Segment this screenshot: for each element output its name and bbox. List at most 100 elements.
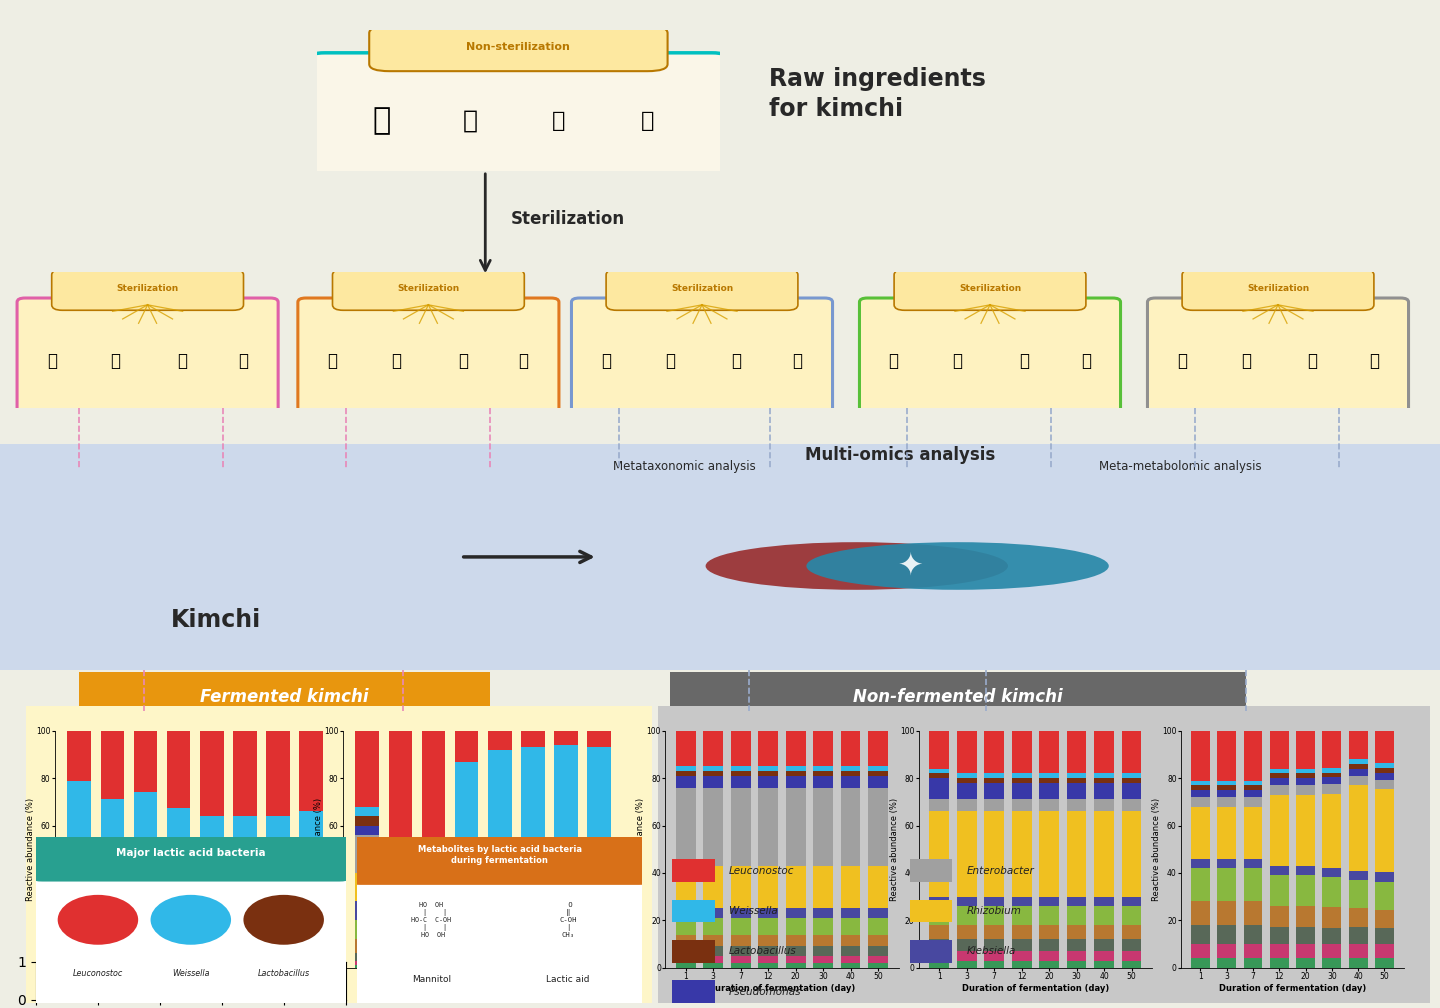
Bar [1122,778,1142,783]
Bar [868,908,888,918]
Bar [167,966,190,968]
Bar [1094,811,1115,897]
Bar [1244,785,1263,790]
Bar [233,949,256,952]
Bar [868,934,888,947]
Bar [554,966,577,968]
FancyBboxPatch shape [572,298,832,412]
Bar [1067,811,1086,897]
Bar [266,961,289,963]
Bar [956,939,976,952]
Bar [868,731,888,766]
Bar [167,933,190,938]
Bar [1067,961,1086,968]
Bar [101,908,124,925]
Bar [488,959,511,961]
Bar [814,947,832,956]
Bar [521,731,544,747]
Bar [101,882,124,897]
Bar [929,773,949,778]
Bar [732,963,750,968]
Bar [814,963,832,968]
Bar [1217,925,1236,943]
Bar [814,918,832,934]
Bar [1067,783,1086,799]
Bar [1270,906,1289,927]
Bar [929,799,949,811]
Text: Lactic aid: Lactic aid [546,975,590,984]
Bar [1217,806,1236,859]
Text: 🥬: 🥬 [1176,352,1187,370]
Bar [1244,780,1263,785]
Bar [422,936,445,941]
Bar [389,952,412,956]
Text: 🌶️: 🌶️ [953,352,963,370]
Text: Multi-omics analysis: Multi-omics analysis [805,446,995,464]
Bar [956,925,976,939]
Bar [1349,880,1368,908]
Text: 🧄: 🧄 [462,109,478,133]
Bar [759,963,778,968]
Bar [1067,906,1086,925]
Text: Meta-metabolomic analysis: Meta-metabolomic analysis [1100,460,1261,473]
Bar [672,860,714,882]
Bar [1244,859,1263,868]
Bar [786,866,805,908]
Bar [422,961,445,966]
Bar [1191,780,1210,785]
Bar [1191,901,1210,925]
Bar [868,947,888,956]
Bar [985,897,1004,906]
Bar [101,799,124,852]
Bar [266,954,289,959]
Bar [1094,939,1115,952]
Bar [985,925,1004,939]
FancyBboxPatch shape [894,269,1086,310]
Text: 🥬: 🥬 [46,352,56,370]
Bar [1217,785,1236,790]
Bar [1217,943,1236,959]
Bar [134,792,157,892]
Bar [300,966,323,968]
Bar [910,860,952,882]
Bar [956,731,976,773]
Bar [1094,799,1115,811]
Bar [732,787,750,866]
Bar [1012,939,1031,952]
Text: Fermented kimchi: Fermented kimchi [200,687,369,706]
Bar [985,811,1004,897]
FancyBboxPatch shape [52,269,243,310]
Bar [68,731,91,780]
Bar [1296,778,1315,785]
Bar [101,731,124,799]
Bar [1122,783,1142,799]
Bar [732,918,750,934]
Bar [703,731,723,766]
Bar [1122,939,1142,952]
FancyBboxPatch shape [12,959,370,1003]
FancyBboxPatch shape [860,298,1120,412]
Bar [1094,778,1115,783]
Bar [1191,959,1210,968]
Bar [1217,868,1236,901]
Bar [422,947,445,952]
Bar [1217,797,1236,806]
Bar [929,952,949,961]
Bar [868,766,888,771]
Bar [786,731,805,766]
Bar [488,961,511,963]
Bar [1040,773,1058,778]
Bar [759,787,778,866]
Ellipse shape [151,895,230,944]
Bar [356,826,379,835]
Bar [68,847,91,857]
Bar [703,776,723,787]
Bar [786,963,805,968]
Bar [167,731,190,808]
Bar [134,963,157,968]
Bar [929,897,949,906]
Bar [233,961,256,963]
Bar [266,816,289,943]
Bar [134,939,157,949]
Bar [759,918,778,934]
